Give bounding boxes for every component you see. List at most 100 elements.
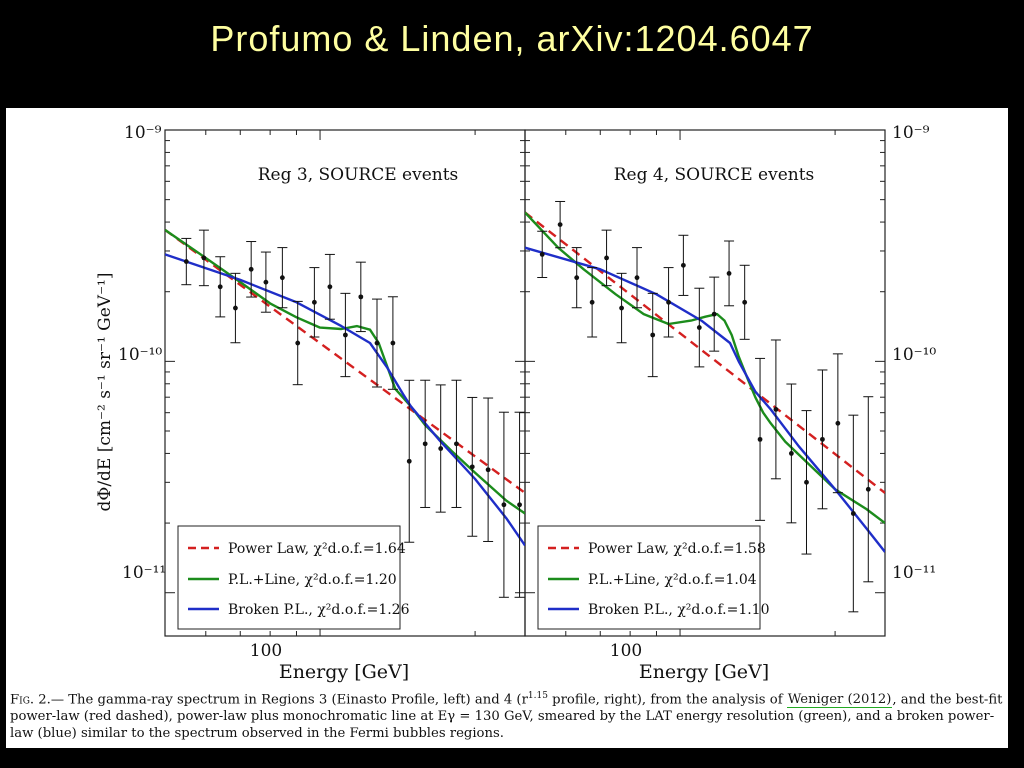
data-point <box>694 287 705 368</box>
data-point <box>181 237 192 286</box>
data-point <box>801 410 812 555</box>
data-marker <box>835 420 841 426</box>
panel-frame-right <box>524 129 886 637</box>
data-point <box>678 234 689 296</box>
data-point <box>663 267 674 338</box>
data-point <box>498 411 509 598</box>
data-marker <box>454 441 459 447</box>
data-point <box>848 414 859 613</box>
data-marker <box>820 436 825 442</box>
y-axis-label: dΦ/dE [cm⁻² s⁻¹ sr⁻¹ GeV⁻¹] <box>95 272 115 511</box>
data-point <box>863 396 874 583</box>
data-marker <box>390 340 396 346</box>
data-point <box>404 379 415 543</box>
data-point <box>755 357 766 521</box>
data-point <box>724 240 735 307</box>
data-marker <box>501 502 507 508</box>
data-marker <box>619 305 624 311</box>
data-point <box>215 256 226 318</box>
data-point <box>587 267 598 338</box>
data-point <box>198 229 209 287</box>
data-marker <box>804 479 809 485</box>
data-marker <box>742 299 748 305</box>
data-point <box>230 272 241 344</box>
data-point <box>387 296 398 390</box>
data-point <box>739 264 750 340</box>
series-power-law <box>525 211 885 494</box>
data-marker <box>295 340 301 346</box>
data-point <box>340 292 351 378</box>
data-marker <box>342 332 348 338</box>
data-marker <box>634 275 640 281</box>
data-marker <box>726 270 732 276</box>
data-point <box>372 298 383 388</box>
data-point <box>514 411 525 598</box>
ytick-right-1e-11: 10⁻¹¹ <box>892 563 936 583</box>
data-marker <box>248 266 254 272</box>
data-marker <box>438 446 444 451</box>
panel-title-left: Reg 3, SOURCE events <box>258 165 459 185</box>
data-point <box>467 396 478 537</box>
data-point <box>616 272 627 344</box>
series-p-l-line <box>165 228 525 515</box>
data-point <box>709 276 720 352</box>
legend-left: Power Law, χ²d.o.f.=1.64 P.L.+Line, χ²d.… <box>177 525 410 630</box>
caption-fig-label: Fig. 2.— <box>10 692 65 708</box>
caption-line2: and the best-fit power-law (red dashed),… <box>10 692 1003 725</box>
data-marker <box>327 284 333 290</box>
data-marker <box>757 436 763 442</box>
data-point <box>555 200 566 249</box>
data-marker <box>711 311 717 317</box>
x-axis-label-right: Energy [GeV] <box>639 661 769 683</box>
data-marker <box>485 467 491 473</box>
caption-reference-link[interactable]: Weniger (2012) <box>786 692 893 709</box>
x-axis-label-left: Energy [GeV] <box>279 661 409 683</box>
legend-box-left <box>177 525 401 630</box>
data-point <box>355 261 366 333</box>
data-point <box>817 369 828 510</box>
data-marker <box>422 441 428 447</box>
data-point <box>292 300 303 386</box>
ytick-left-1e-10: 10⁻¹⁰ <box>118 345 162 365</box>
plot-area <box>165 228 525 598</box>
data-point <box>601 229 612 287</box>
figure-caption: Fig. 2.— The gamma-ray spectrum in Regio… <box>10 688 1006 742</box>
data-marker <box>406 458 412 464</box>
data-point <box>537 230 548 279</box>
series-p-l-line <box>525 211 885 525</box>
data-marker <box>233 305 238 311</box>
ytick-right-1e-9: 10⁻⁹ <box>892 123 930 143</box>
xtick-100-left: 100 <box>250 641 282 661</box>
data-point <box>483 397 494 542</box>
data-point <box>309 267 320 338</box>
data-marker <box>696 325 702 330</box>
data-marker <box>557 222 563 228</box>
data-marker <box>374 340 380 346</box>
legend-label-broken-pl: Broken P.L., χ²d.o.f.=1.10 <box>588 602 770 618</box>
legend-right: Power Law, χ²d.o.f.=1.58 P.L.+Line, χ²d.… <box>537 525 770 630</box>
legend-label-power-law: Power Law, χ²d.o.f.=1.58 <box>588 541 766 557</box>
caption-line3: (green), and a broken power-law (blue) s… <box>10 709 995 742</box>
ytick-left-1e-9: 10⁻⁹ <box>124 123 162 143</box>
data-point <box>435 384 446 513</box>
data-point <box>786 383 797 524</box>
data-marker <box>263 279 269 285</box>
data-marker <box>358 294 364 300</box>
data-point <box>632 247 643 309</box>
plot-region-4 <box>525 200 885 613</box>
legend-label-pl-line: P.L.+Line, χ²d.o.f.=1.04 <box>588 572 757 588</box>
data-marker <box>279 275 285 281</box>
data-point <box>246 241 257 298</box>
data-marker <box>589 299 595 305</box>
legend-box-right <box>537 525 761 630</box>
data-marker <box>604 255 609 261</box>
data-marker <box>850 511 856 516</box>
data-marker <box>517 502 522 508</box>
data-marker <box>469 464 475 470</box>
caption-line1-exp: 1.15 <box>527 691 548 701</box>
figure-svg: dΦ/dE [cm⁻² s⁻¹ sr⁻¹ GeV⁻¹] 10⁻⁹ 10⁻¹⁰ 1… <box>95 123 936 683</box>
data-point <box>647 292 658 378</box>
data-point <box>451 379 462 508</box>
caption-line1-c: , <box>892 692 897 708</box>
data-marker <box>680 262 686 268</box>
